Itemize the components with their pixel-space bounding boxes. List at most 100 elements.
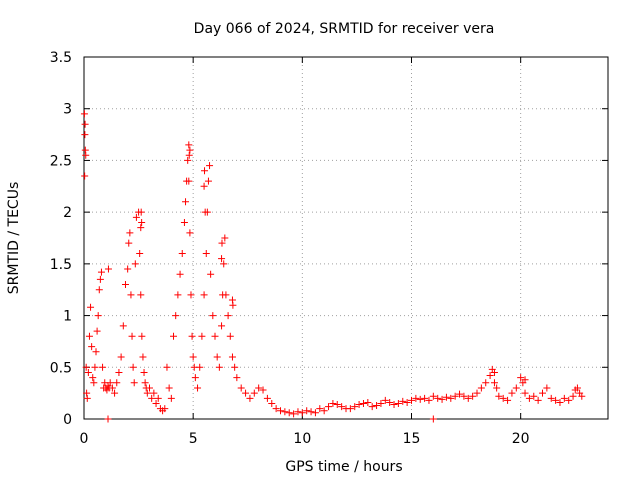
data-point: [196, 363, 204, 371]
data-point: [186, 146, 194, 154]
data-point: [176, 270, 184, 278]
data-point: [188, 332, 196, 340]
data-point: [182, 198, 190, 206]
x-tick-label: 20: [512, 431, 530, 447]
data-point: [201, 208, 209, 216]
data-point: [83, 389, 91, 397]
data-point: [170, 332, 178, 340]
data-point: [221, 234, 229, 242]
data-point: [185, 151, 193, 159]
data-point: [224, 312, 232, 320]
data-point: [93, 327, 101, 335]
data-point: [226, 332, 234, 340]
data-point: [186, 229, 194, 237]
data-point: [307, 408, 315, 416]
data-point: [231, 363, 239, 371]
data-point: [451, 392, 459, 400]
axis-ticks: 0 0.5 1 1.5 2 2.5 3 3.5 0 5 10 15 20: [50, 50, 608, 447]
data-point: [189, 353, 197, 361]
data-point: [499, 394, 507, 402]
data-point: [125, 239, 133, 247]
data-point: [215, 363, 223, 371]
data-point: [281, 408, 289, 416]
data-point: [137, 224, 145, 232]
data-point: [81, 131, 89, 139]
data-point: [92, 348, 100, 356]
chart-title: Day 066 of 2024, SRMTID for receiver ver…: [194, 21, 495, 37]
data-point: [560, 394, 568, 402]
data-point: [128, 332, 136, 340]
data-point: [464, 394, 472, 402]
data-point: [272, 405, 280, 413]
data-point: [525, 394, 533, 402]
data-point: [209, 312, 217, 320]
data-point: [490, 368, 498, 376]
data-point: [202, 250, 210, 258]
data-point: [137, 208, 145, 216]
data-point: [229, 301, 237, 309]
data-point: [268, 399, 276, 407]
data-point: [117, 353, 125, 361]
data-point: [438, 395, 446, 403]
data-point: [255, 384, 263, 392]
data-point: [543, 384, 551, 392]
data-point: [115, 368, 123, 376]
data-point: [87, 303, 95, 311]
data-point: [242, 389, 250, 397]
data-point: [368, 403, 376, 411]
data-point: [80, 110, 88, 118]
data-point: [84, 368, 92, 376]
data-point: [81, 172, 89, 180]
data-point: [132, 213, 140, 221]
data-point: [578, 392, 586, 400]
data-point: [320, 407, 328, 415]
data-point: [325, 403, 333, 411]
x-tick-label: 0: [80, 431, 89, 447]
data-point: [180, 218, 188, 226]
data-point: [104, 265, 112, 273]
y-tick-label: 2: [63, 205, 72, 221]
data-point: [333, 401, 341, 409]
data-point: [390, 401, 398, 409]
data-point: [539, 389, 546, 397]
y-tick-label: 2.5: [50, 153, 72, 169]
data-point: [412, 394, 420, 402]
data-point: [495, 392, 503, 400]
data-point: [218, 322, 226, 330]
data-point: [277, 407, 284, 415]
data-point: [141, 379, 149, 387]
data-point: [346, 405, 354, 413]
data-point: [329, 399, 337, 407]
data-point: [408, 396, 415, 404]
data-point: [185, 141, 193, 149]
data-point: [421, 394, 429, 402]
data-point: [161, 405, 169, 413]
data-point: [504, 396, 512, 404]
x-tick-label: 10: [293, 431, 311, 447]
data-point: [131, 260, 139, 268]
data-point: [486, 372, 494, 380]
data-point: [517, 374, 525, 382]
data-point: [97, 268, 105, 276]
data-point: [303, 407, 311, 415]
data-point: [152, 399, 160, 407]
data-point: [250, 389, 258, 397]
data-point: [126, 229, 134, 237]
data-point: [174, 291, 182, 299]
data-point: [154, 394, 162, 402]
data-point: [88, 343, 96, 351]
data-point: [469, 392, 477, 400]
y-tick-label: 3.5: [50, 50, 72, 66]
data-point: [442, 393, 450, 401]
data-point: [386, 398, 394, 406]
data-point: [521, 389, 529, 397]
data-point: [556, 398, 564, 406]
data-point: [298, 409, 306, 417]
data-point: [552, 396, 560, 404]
data-point: [259, 386, 267, 394]
data-point: [137, 291, 145, 299]
data-point: [359, 399, 367, 407]
data-point: [508, 389, 516, 397]
data-point: [399, 397, 407, 405]
